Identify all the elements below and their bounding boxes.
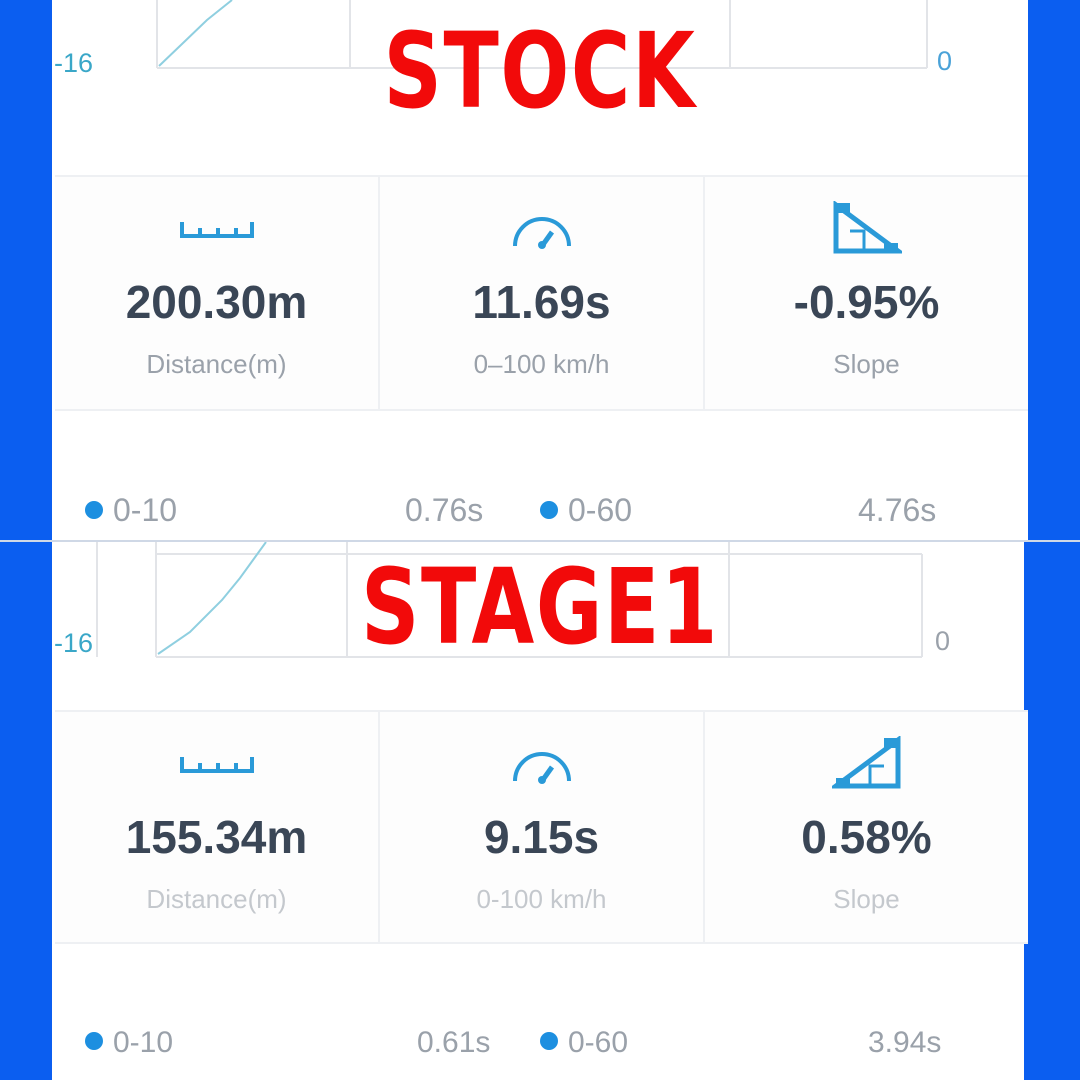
distance-card: 200.30m Distance(m) xyxy=(55,177,380,409)
split-0-10-value: 0.76s xyxy=(405,492,484,528)
distance-label: Distance(m) xyxy=(146,884,287,914)
speed-curve xyxy=(158,0,233,67)
axis-right-label: 0 xyxy=(935,626,951,656)
speedometer-icon xyxy=(512,217,571,249)
left-border xyxy=(0,542,52,1080)
distance-card: 155.34m Distance(m) xyxy=(55,712,380,942)
distance-value: 155.34m xyxy=(125,811,308,863)
split-0-60: 0-60 xyxy=(540,1026,628,1060)
stats-row: 155.34m Distance(m) 9.15s 0-100 km/h 0.5… xyxy=(55,710,1028,944)
slope-label: Slope xyxy=(833,349,900,379)
dot-icon xyxy=(85,500,103,519)
stamp-title: STAGE1 xyxy=(360,546,720,668)
acceleration-chart: -16 0 xyxy=(52,0,1028,120)
slope-down-icon xyxy=(833,201,902,254)
slope-up-icon xyxy=(831,736,900,789)
ruler-icon xyxy=(179,757,254,773)
dot-icon xyxy=(85,1032,103,1051)
acceleration-label: 0-100 km/h xyxy=(476,884,607,914)
acceleration-value: 11.69s xyxy=(472,276,611,328)
split-0-60-value: 3.94s xyxy=(868,1026,942,1059)
axis-left-label: -16 xyxy=(54,628,94,658)
chart-grid xyxy=(96,542,923,658)
chart-grid xyxy=(156,0,928,69)
axis-right-label: 0 xyxy=(937,46,953,76)
dot-icon xyxy=(540,500,558,519)
slope-value: 0.58% xyxy=(801,811,932,863)
slope-label: Slope xyxy=(833,884,900,914)
slope-card: -0.95% Slope xyxy=(705,177,1028,409)
right-border xyxy=(1028,0,1080,540)
left-border xyxy=(0,0,52,540)
split-0-10: 0-10 xyxy=(85,1026,173,1060)
acceleration-value: 9.15s xyxy=(483,811,600,863)
slope-card: 0.58% Slope xyxy=(705,712,1028,942)
axis-left-label: -16 xyxy=(54,48,94,78)
speedometer-icon xyxy=(512,752,571,784)
ruler-icon xyxy=(179,222,254,238)
distance-value: 200.30m xyxy=(125,276,308,328)
distance-label: Distance(m) xyxy=(146,349,287,379)
acceleration-card: 9.15s 0-100 km/h xyxy=(380,712,705,942)
stock-panel: -16 0 STOCK 200.30m Distance(m) 11.69s 0… xyxy=(0,0,1080,540)
stats-row: 200.30m Distance(m) 11.69s 0–100 km/h -0… xyxy=(55,175,1028,411)
split-0-10-value: 0.61s xyxy=(417,1026,491,1059)
acceleration-card: 11.69s 0–100 km/h xyxy=(380,177,705,409)
right-border xyxy=(1024,542,1080,1080)
acceleration-label: 0–100 km/h xyxy=(473,349,610,379)
stage1-panel: -16 0 STAGE1 155.34m Distance(m) 9.15s 0… xyxy=(0,540,1080,1080)
speed-curve xyxy=(157,542,267,655)
dot-icon xyxy=(540,1032,558,1051)
split-0-60-value: 4.76s xyxy=(858,492,937,528)
stamp-title: STOCK xyxy=(383,10,697,132)
split-0-10: 0-10 xyxy=(85,492,177,529)
slope-value: -0.95% xyxy=(793,276,940,328)
split-0-60: 0-60 xyxy=(540,492,632,529)
acceleration-chart: -16 0 xyxy=(52,542,1028,672)
